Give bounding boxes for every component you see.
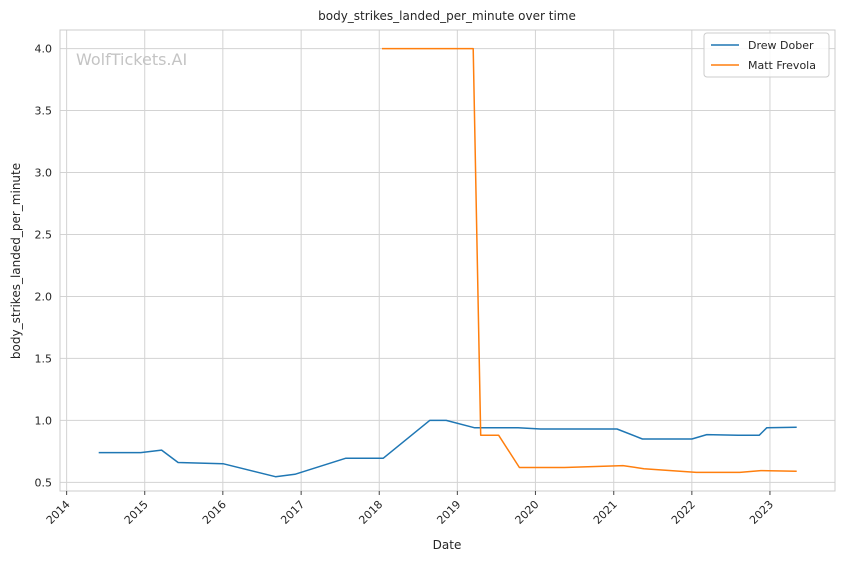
x-tick-label: 2019 bbox=[434, 498, 463, 527]
series-line-matt-frevola bbox=[382, 47, 797, 474]
x-tick-label: 2018 bbox=[356, 498, 385, 527]
y-axis-ticks: 0.5 1.0 1.5 2.0 2.5 3.0 3.5 4.0 bbox=[35, 43, 53, 490]
y-tick-label: 2.0 bbox=[35, 290, 53, 303]
x-tick-label: 2017 bbox=[278, 498, 307, 527]
legend: Drew Dober Matt Frevola bbox=[703, 32, 830, 78]
series-line-drew-dober bbox=[98, 419, 797, 478]
x-tick-label: 2016 bbox=[200, 498, 229, 527]
x-tick-label: 2021 bbox=[591, 498, 620, 527]
x-tick-label: 2020 bbox=[513, 498, 542, 527]
x-axis-ticks: 2014 2015 2016 2017 2018 2019 2020 2021 2022 2023 bbox=[44, 491, 776, 527]
y-tick-label: 2.5 bbox=[35, 228, 53, 241]
x-axis-title: Date bbox=[433, 538, 462, 552]
y-tick-label: 0.5 bbox=[35, 476, 53, 489]
y-tick-label: 1.0 bbox=[35, 414, 53, 427]
y-tick-label: 4.0 bbox=[35, 43, 53, 56]
watermark: WolfTickets.AI bbox=[76, 50, 187, 69]
legend-label-drew-dober: Drew Dober bbox=[748, 39, 814, 52]
y-tick-label: 3.5 bbox=[35, 105, 53, 118]
legend-label-matt-frevola: Matt Frevola bbox=[748, 59, 816, 72]
y-tick-label: 1.5 bbox=[35, 352, 53, 365]
chart-title: body_strikes_landed_per_minute over time bbox=[318, 9, 576, 23]
x-tick-label: 2015 bbox=[122, 498, 151, 527]
y-axis-title: body_strikes_landed_per_minute bbox=[9, 163, 23, 359]
plot-frame bbox=[59, 29, 836, 492]
y-tick-label: 3.0 bbox=[35, 167, 53, 180]
x-tick-label: 2022 bbox=[669, 498, 698, 527]
x-tick-label: 2023 bbox=[747, 498, 776, 527]
legend-box bbox=[703, 32, 830, 78]
series-layer bbox=[98, 47, 797, 478]
x-tick-label: 2014 bbox=[44, 498, 73, 527]
grid bbox=[60, 30, 835, 491]
